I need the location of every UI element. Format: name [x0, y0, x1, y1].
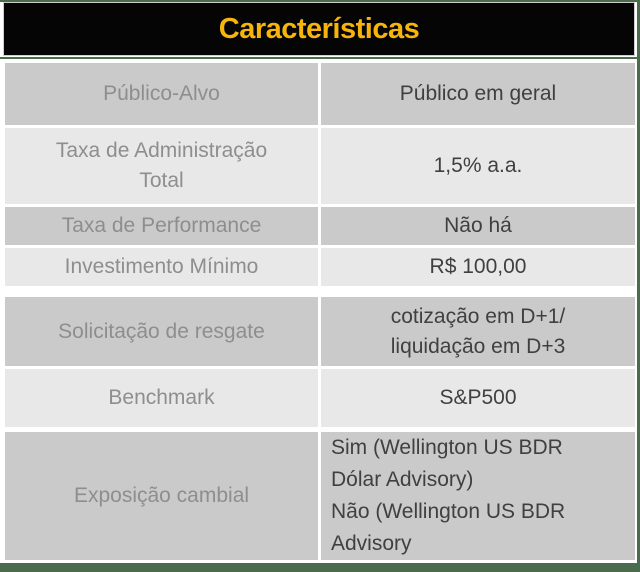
frame-top-line [0, 0, 640, 2]
row-value: S&P500 [321, 369, 635, 427]
row-label: Solicitação de resgate [5, 297, 318, 366]
row-label: Taxa de Performance [5, 207, 318, 245]
table-row: Investimento Mínimo R$ 100,00 [5, 248, 635, 286]
table-row: Exposição cambial Sim (Wellington US BDR … [5, 432, 635, 560]
table-row: Taxa de Performance Não há [5, 207, 635, 245]
row-value: R$ 100,00 [321, 248, 635, 286]
row-value: cotização em D+1/ liquidação em D+3 [321, 297, 635, 366]
frame-bottom-bar [0, 563, 640, 572]
frame-right-line [637, 0, 640, 572]
row-label: Público-Alvo [5, 63, 318, 125]
table-row: Benchmark S&P500 [5, 369, 635, 427]
table-row: Taxa de Administração Total 1,5% a.a. [5, 128, 635, 204]
row-value: Sim (Wellington US BDR Dólar Advisory) N… [321, 432, 635, 560]
table-row: Público-Alvo Público em geral [5, 63, 635, 125]
row-label: Exposição cambial [5, 432, 318, 560]
row-value: Público em geral [321, 63, 635, 125]
row-value: Não há [321, 207, 635, 245]
row-label: Taxa de Administração Total [5, 128, 318, 204]
row-value: 1,5% a.a. [321, 128, 635, 204]
title-bar: Características [3, 2, 635, 56]
title-underline [0, 57, 640, 59]
page-title: Características [218, 12, 420, 45]
row-label: Investimento Mínimo [5, 248, 318, 286]
characteristics-table: Público-Alvo Público em geral Taxa de Admi… [5, 63, 635, 563]
table-row: Solicitação de resgate cotização em D+1/ … [5, 297, 635, 366]
row-label: Benchmark [5, 369, 318, 427]
